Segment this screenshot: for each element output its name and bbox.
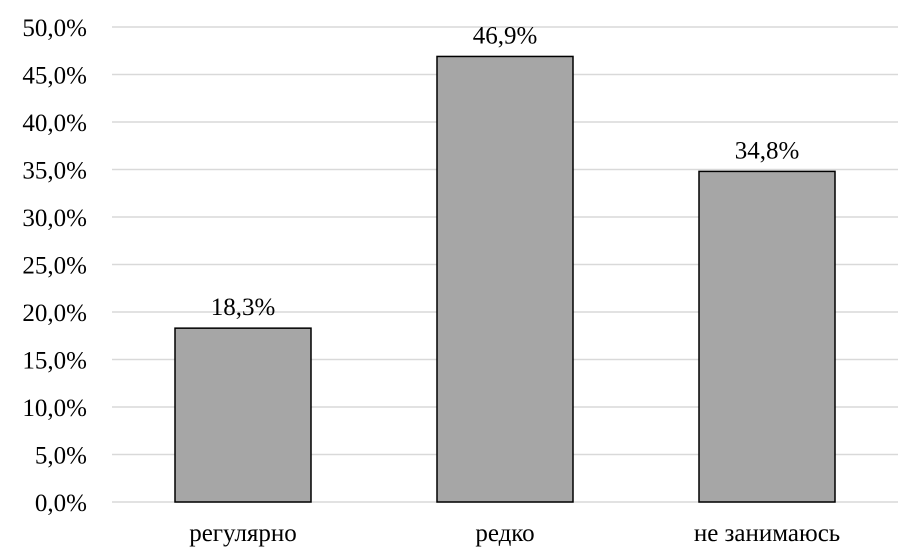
y-tick-label: 15,0% [22,348,87,375]
y-tick-label: 20,0% [22,300,87,327]
data-label: 46,9% [473,22,538,49]
data-labels: 18,3% 46,9% 34,8% [211,22,800,321]
x-axis-category-labels: регулярно редко не занимаюсь [189,520,840,547]
x-tick-label: не занимаюсь [694,520,840,547]
bar [698,170,836,503]
bar [174,327,312,503]
data-label: 18,3% [211,294,276,321]
x-tick-label: редко [475,520,534,547]
y-axis-tick-labels: 0,0% 5,0% 10,0% 15,0% 20,0% 25,0% 30,0% 35,0% 40… [22,15,87,517]
y-tick-label: 25,0% [22,253,87,280]
y-tick-label: 10,0% [22,395,87,422]
y-tick-label: 40,0% [22,110,87,137]
x-tick-label: регулярно [189,520,297,547]
y-tick-label: 5,0% [35,443,87,470]
bars [174,55,836,503]
y-tick-label: 35,0% [22,158,87,185]
y-tick-label: 45,0% [22,63,87,90]
bar [436,55,574,503]
y-tick-label: 0,0% [35,490,87,517]
y-tick-label: 30,0% [22,205,87,232]
y-tick-label: 50,0% [22,15,87,42]
data-label: 34,8% [735,137,800,164]
